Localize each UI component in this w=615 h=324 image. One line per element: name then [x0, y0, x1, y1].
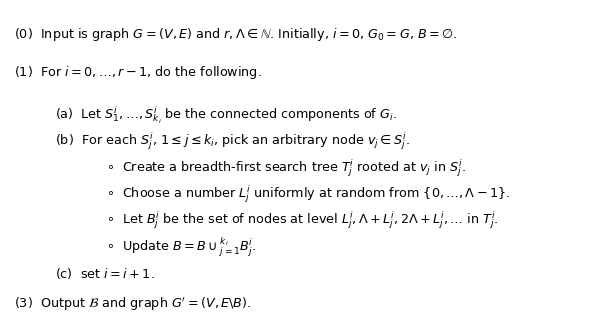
Text: (b)  For each $S^i_j$, $1 \leq j \leq k_i$, pick an arbitrary node $v_j \in S^i_: (b) For each $S^i_j$, $1 \leq j \leq k_i…	[55, 131, 410, 152]
Text: $\circ$  Update $B = B\cup^{k_i}_{j=1} B^i_j$.: $\circ$ Update $B = B\cup^{k_i}_{j=1} B^…	[106, 235, 256, 258]
Text: (a)  Let $S^i_1, \ldots, S^i_{k_i}$ be the connected components of $G_i$.: (a) Let $S^i_1, \ldots, S^i_{k_i}$ be th…	[55, 104, 397, 126]
Text: $\circ$  Create a breadth-first search tree $T^i_j$ rooted at $v_j$ in $S^i_j$.: $\circ$ Create a breadth-first search tr…	[106, 158, 466, 179]
Text: $\circ$  Choose a number $L^i_j$ uniformly at random from $\{0, \ldots, \Lambda : $\circ$ Choose a number $L^i_j$ uniforml…	[106, 184, 510, 205]
Text: (c)  set $i = i + 1$.: (c) set $i = i + 1$.	[55, 266, 155, 281]
Text: (1)  For $i = 0, \ldots, r-1$, do the following.: (1) For $i = 0, \ldots, r-1$, do the fol…	[14, 64, 261, 81]
Text: $\circ$  Let $B^i_j$ be the set of nodes at level $L^i_j, \Lambda + L^i_j, 2\Lam: $\circ$ Let $B^i_j$ be the set of nodes …	[106, 210, 499, 231]
Text: (3)  Output $\mathcal{B}$ and graph $G' = (V, E\backslash B)$.: (3) Output $\mathcal{B}$ and graph $G' =…	[14, 295, 251, 313]
Text: (0)  Input is graph $G = (V, E)$ and $r, \Lambda \in \mathbb{N}$. Initially, $i : (0) Input is graph $G = (V, E)$ and $r, …	[14, 26, 457, 42]
